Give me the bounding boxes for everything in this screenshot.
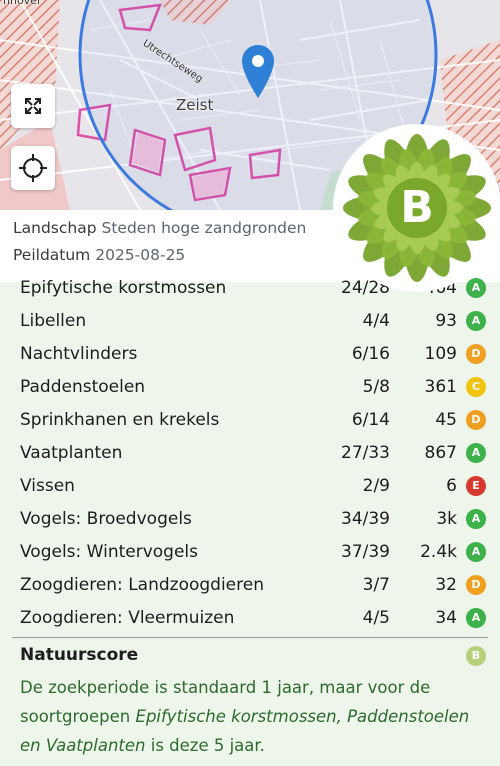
- species-group-name: Vogels: Wintervogels: [20, 542, 199, 562]
- species-group-row: Zoogdieren: Landzoogdieren 3/7 32 D: [0, 569, 500, 602]
- species-group-name: Vissen: [20, 476, 75, 496]
- overall-grade-badge: B: [333, 124, 500, 292]
- fullscreen-button[interactable]: [11, 84, 55, 128]
- species-ratio: 6/16: [351, 344, 390, 364]
- note-emphasis: Epifytische korstmossen, Paddenstoelen e…: [20, 707, 470, 755]
- date-line: Peildatum 2025-08-25: [13, 246, 185, 264]
- species-group-name: Vaatplanten: [20, 443, 123, 463]
- grade-badge: E: [466, 476, 486, 496]
- note-text-1: De zoekperiode is standaard 1 jaar, maar…: [20, 678, 431, 726]
- date-label: Peildatum: [13, 246, 91, 264]
- date-value: 2025-08-25: [95, 246, 186, 264]
- grade-badge: A: [466, 443, 486, 463]
- species-ratio: 37/39: [341, 542, 390, 562]
- species-group-name: Nachtvlinders: [20, 344, 138, 364]
- grade-badge: D: [466, 410, 486, 430]
- grade-badge: A: [466, 542, 486, 562]
- period-note: De zoekperiode is standaard 1 jaar, maar…: [20, 673, 490, 760]
- note-text-2: is deze 5 jaar.: [145, 736, 265, 755]
- species-ratio: 34/39: [341, 509, 390, 529]
- species-ratio: 4/5: [362, 608, 390, 628]
- map-pin-icon[interactable]: [241, 44, 275, 100]
- expand-icon: [25, 98, 41, 114]
- locate-button[interactable]: [11, 146, 55, 190]
- species-group-row: Vaatplanten 27/33 867 A: [0, 437, 500, 470]
- species-group-name: Sprinkhanen en krekels: [20, 410, 220, 430]
- species-group-list: Epifytische korstmossen24/28464ALibellen…: [0, 272, 500, 638]
- observation-count: 93: [435, 311, 457, 331]
- grade-badge: A: [466, 311, 486, 331]
- species-group-name: Libellen: [20, 311, 87, 331]
- species-group-name: Zoogdieren: Vleermuizen: [20, 608, 235, 628]
- observation-count: 32: [435, 575, 457, 595]
- species-ratio: 3/7: [362, 575, 390, 595]
- species-ratio: 24/28: [341, 278, 390, 298]
- species-ratio: 5/8: [362, 377, 390, 397]
- badge-core: [387, 178, 447, 238]
- crosshair-icon: [19, 154, 47, 182]
- species-group-row: Zoogdieren: Vleermuizen 4/5 34 A: [0, 602, 500, 635]
- observation-count: 45: [435, 410, 457, 430]
- species-group-row: Vogels: Wintervogels 37/39 2.4k A: [0, 536, 500, 569]
- map-place-label: Zeist: [176, 96, 214, 114]
- species-group-name: Epifytische korstmossen: [20, 278, 227, 298]
- grade-badge: D: [466, 344, 486, 364]
- observation-count: 109: [424, 344, 457, 364]
- species-group-name: Paddenstoelen: [20, 377, 146, 397]
- species-group-row: Sprinkhanen en krekels 6/14 45 D: [0, 404, 500, 437]
- grade-badge: A: [466, 278, 486, 298]
- grade-badge: A: [466, 509, 486, 529]
- grade-badge: D: [466, 575, 486, 595]
- landscape-line: Landschap Steden hoge zandgronden: [13, 219, 306, 237]
- flower-badge-icon: B: [333, 124, 500, 292]
- observation-count: 2.4k: [420, 542, 457, 562]
- species-ratio: 27/33: [341, 443, 390, 463]
- species-ratio: 6/14: [351, 410, 390, 430]
- landscape-value: Steden hoge zandgronden: [101, 219, 307, 237]
- observation-count: 6: [446, 476, 457, 496]
- species-group-name: Zoogdieren: Landzoogdieren: [20, 575, 264, 595]
- observation-count: 361: [424, 377, 457, 397]
- observation-count: 34: [435, 608, 457, 628]
- species-ratio: 4/4: [362, 311, 390, 331]
- total-score-row: Natuurscore B: [0, 640, 500, 670]
- divider: [12, 637, 488, 638]
- total-score-badge: B: [466, 646, 486, 666]
- grade-badge: A: [466, 608, 486, 628]
- map-place-label-corner: nnover: [3, 0, 42, 7]
- species-group-row: Vissen 2/9 6 E: [0, 470, 500, 503]
- species-group-name: Vogels: Broedvogels: [20, 509, 192, 529]
- observation-count: 867: [424, 443, 457, 463]
- species-group-row: Paddenstoelen 5/8 361 C: [0, 371, 500, 404]
- overall-grade-letter: B: [400, 182, 434, 233]
- species-group-row: Libellen 4/4 93 A: [0, 305, 500, 338]
- species-ratio: 2/9: [362, 476, 390, 496]
- total-score-label: Natuurscore: [20, 645, 139, 665]
- species-group-row: Vogels: Broedvogels 34/39 3k A: [0, 503, 500, 536]
- species-group-row: Nachtvlinders 6/16 109 D: [0, 338, 500, 371]
- observation-count: 3k: [436, 509, 457, 529]
- landscape-label: Landschap: [13, 219, 97, 237]
- grade-badge: C: [466, 377, 486, 397]
